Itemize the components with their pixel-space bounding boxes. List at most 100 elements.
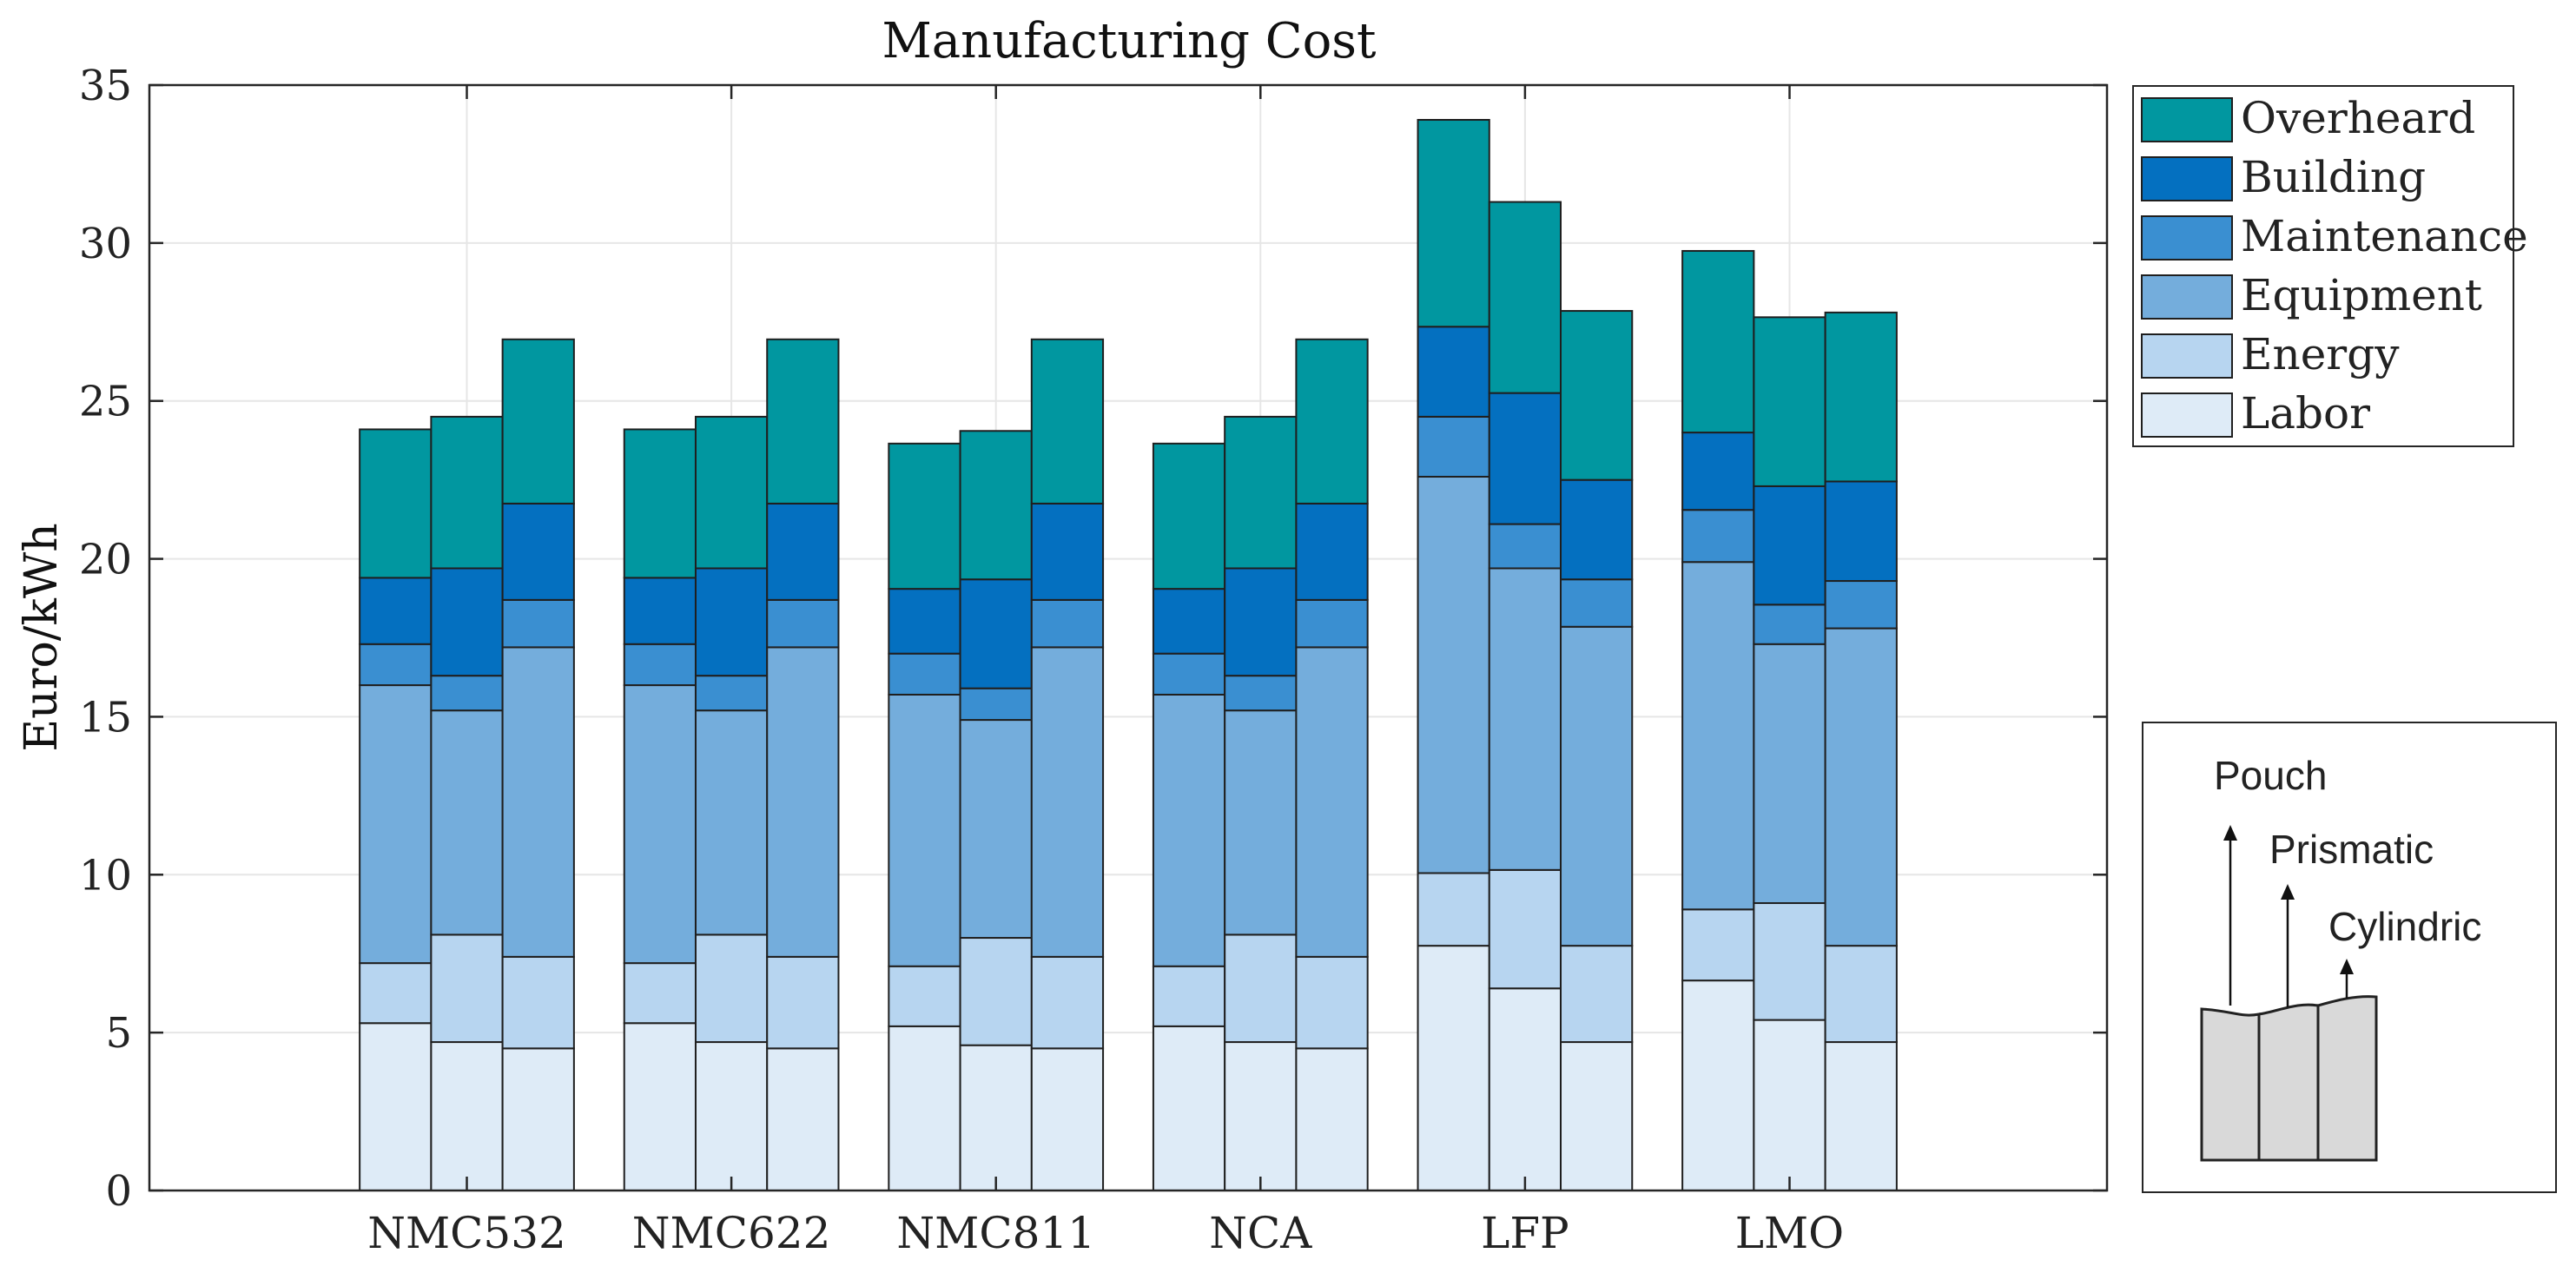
legend-swatch-energy <box>2141 333 2233 379</box>
bars <box>359 119 1898 1192</box>
y-axis-ticks: 0 5 10 15 20 25 30 35 <box>79 62 2107 1216</box>
bar-segment-energy <box>1417 872 1490 947</box>
plot-frame <box>148 83 2109 1192</box>
bar-segment-overheard <box>359 428 433 579</box>
legend-label-overheard: Overheard <box>2241 93 2475 143</box>
legend-swatch-overheard <box>2141 97 2233 142</box>
bar-segment-equipment <box>1824 627 1898 947</box>
bar-segment-labor <box>694 1041 769 1192</box>
bar-segment-energy <box>1295 955 1369 1050</box>
bar-segment-overheard <box>1681 249 1755 434</box>
bar-segment-maintenance <box>1681 509 1755 564</box>
bar-segment-labor <box>888 1025 961 1191</box>
bar-segment-building <box>430 567 504 677</box>
bar-segment-building <box>359 577 433 645</box>
bar-segment-equipment <box>1224 709 1298 936</box>
bar-segment-maintenance <box>1295 598 1369 649</box>
legend-label-labor: Labor <box>2241 388 2370 439</box>
bar-segment-labor <box>959 1044 1033 1191</box>
bar-segment-building <box>1295 502 1369 601</box>
bar-segment-building <box>959 578 1033 689</box>
bar-segment-energy <box>1824 945 1898 1044</box>
bar-segment-overheard <box>1030 338 1105 505</box>
x-axis-ticks: NMC532 NMC622 NMC811 NCA LFP LMO <box>367 85 1844 1258</box>
bar-segment-overheard <box>1417 119 1490 328</box>
bar-segment-labor <box>1417 945 1490 1192</box>
bar-segment-maintenance <box>1560 578 1634 628</box>
bar-segment-maintenance <box>766 598 840 649</box>
cell-format-inset: Pouch Prismatic Cylindric <box>2142 722 2557 1193</box>
bar-segment-labor <box>501 1047 575 1192</box>
bar-segment-equipment <box>959 719 1033 940</box>
bar-segment-labor <box>1753 1019 1826 1191</box>
bar-segment-overheard <box>1753 316 1826 487</box>
bar-segment-overheard <box>959 430 1033 581</box>
inset-label-cylindric: Cylindric <box>2328 904 2481 949</box>
x-tick-label: NCA <box>1209 1208 1312 1258</box>
y-tick-label: 15 <box>79 693 132 742</box>
bar-segment-energy <box>959 937 1033 1046</box>
bar-segment-building <box>501 502 575 601</box>
bar-segment-building <box>1030 502 1105 601</box>
bar-segment-building <box>1417 326 1490 418</box>
bar-segment-energy <box>1681 908 1755 982</box>
bar-segment-energy <box>359 962 433 1025</box>
bar-segment-overheard <box>694 415 769 570</box>
bar-segment-overheard <box>1488 201 1562 394</box>
bar-segment-overheard <box>623 428 697 579</box>
bar-segment-energy <box>1152 965 1226 1027</box>
y-tick-label: 10 <box>79 851 132 900</box>
bar-segment-labor <box>623 1022 697 1192</box>
bar-segment-energy <box>430 933 504 1044</box>
bar-segment-labor <box>1560 1041 1634 1192</box>
legend-box <box>2132 85 2514 447</box>
inset-label-prismatic: Prismatic <box>2269 827 2434 872</box>
bar-segment-energy <box>888 965 961 1027</box>
bar-segment-maintenance <box>1224 675 1298 712</box>
bar-segment-labor <box>1488 987 1562 1192</box>
bar-segment-equipment <box>1152 693 1226 967</box>
bar-segment-equipment <box>888 693 961 967</box>
bar-segment-building <box>1152 588 1226 655</box>
y-tick-label: 35 <box>79 62 132 110</box>
bar-segment-energy <box>623 962 697 1025</box>
bar-segment-maintenance <box>501 598 575 649</box>
bar-segment-building <box>766 502 840 601</box>
y-tick-label: 5 <box>105 1009 132 1058</box>
cylindric-cell-shape <box>2316 995 2378 1162</box>
cylindric-arrowhead <box>2340 959 2354 974</box>
chart-title: Manufacturing Cost <box>882 13 1377 69</box>
bar-segment-maintenance <box>430 675 504 712</box>
bar-segment-maintenance <box>1417 415 1490 478</box>
bar-segment-building <box>888 588 961 655</box>
bar-segment-maintenance <box>623 643 697 687</box>
bar-segment-labor <box>1295 1047 1369 1192</box>
bar-segment-labor <box>766 1047 840 1192</box>
bar-segment-energy <box>694 933 769 1044</box>
bar-segment-energy <box>1753 902 1826 1021</box>
legend-swatch-equipment <box>2141 274 2233 320</box>
legend-label-building: Building <box>2241 152 2426 202</box>
bar-segment-maintenance <box>1152 652 1226 696</box>
prismatic-arrowhead <box>2281 884 2295 900</box>
plot-area: 0 5 10 15 20 25 30 35 NMC532 NMC622 NMC811 NCA LFP L… <box>79 62 2109 1258</box>
bar-segment-maintenance <box>888 652 961 696</box>
bar-segment-equipment <box>1753 643 1826 905</box>
bar-segment-building <box>1824 480 1898 583</box>
bar-segment-labor <box>1030 1047 1105 1192</box>
legend-swatch-maintenance <box>2141 215 2233 261</box>
inset-label-pouch: Pouch <box>2214 753 2327 798</box>
bar-segment-energy <box>1560 945 1634 1044</box>
bar-segment-building <box>694 567 769 677</box>
y-tick-label: 25 <box>79 378 132 426</box>
bar-segment-overheard <box>1152 442 1226 590</box>
bar-segment-equipment <box>1295 646 1369 958</box>
bar-segment-overheard <box>1560 310 1634 481</box>
legend-label-equipment: Equipment <box>2241 270 2482 320</box>
y-tick-label: 0 <box>105 1167 132 1216</box>
y-axis-label: Euro/kWh <box>16 523 68 752</box>
legend-swatch-labor <box>2141 392 2233 438</box>
bar-segment-equipment <box>1030 646 1105 958</box>
bar-segment-equipment <box>1560 625 1634 947</box>
x-tick-label: NMC811 <box>896 1208 1095 1258</box>
